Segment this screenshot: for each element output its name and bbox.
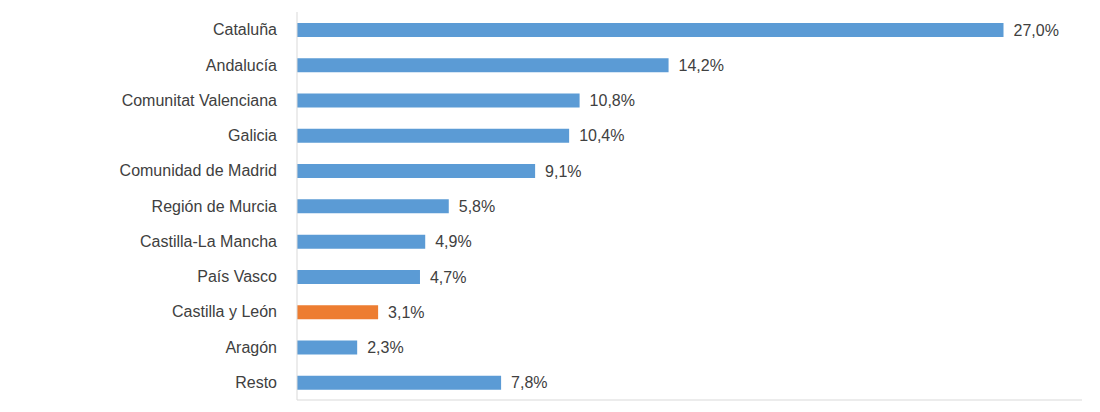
svg-text:10,4%: 10,4%: [579, 127, 624, 144]
svg-text:Castilla y León: Castilla y León: [172, 303, 277, 320]
svg-text:Galicia: Galicia: [228, 127, 277, 144]
svg-text:5,8%: 5,8%: [459, 198, 495, 215]
svg-text:27,0%: 27,0%: [1014, 22, 1059, 39]
svg-text:3,1%: 3,1%: [388, 304, 424, 321]
svg-text:2,3%: 2,3%: [367, 339, 403, 356]
svg-text:Comunidad de Madrid: Comunidad de Madrid: [120, 162, 277, 179]
svg-text:7,8%: 7,8%: [511, 374, 547, 391]
svg-text:Cataluña: Cataluña: [213, 21, 277, 38]
svg-text:Andalucía: Andalucía: [206, 57, 277, 74]
svg-text:Resto: Resto: [235, 374, 277, 391]
svg-text:9,1%: 9,1%: [545, 163, 581, 180]
svg-text:Aragón: Aragón: [225, 339, 277, 356]
svg-text:Comunitat Valenciana: Comunitat Valenciana: [122, 92, 277, 109]
svg-text:10,8%: 10,8%: [590, 92, 635, 109]
svg-text:4,9%: 4,9%: [435, 233, 471, 250]
svg-text:Castilla-La Mancha: Castilla-La Mancha: [140, 233, 277, 250]
svg-text:4,7%: 4,7%: [430, 269, 466, 286]
svg-text:14,2%: 14,2%: [679, 57, 724, 74]
svg-text:País Vasco: País Vasco: [197, 268, 277, 285]
svg-text:Región de Murcia: Región de Murcia: [152, 198, 278, 215]
